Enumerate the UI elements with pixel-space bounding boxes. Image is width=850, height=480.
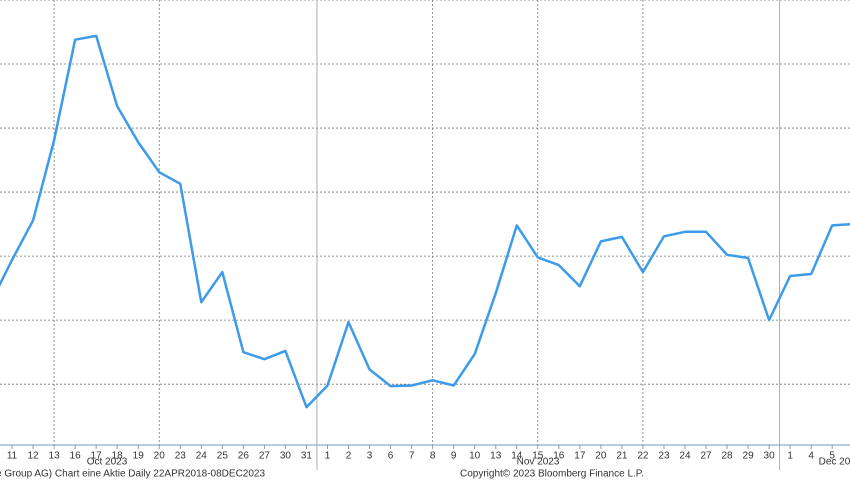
x-tick-label: 31 [301, 451, 313, 462]
x-tick-label: 23 [658, 451, 670, 462]
x-tick-label: 14 [511, 451, 523, 462]
x-tick-label: 11 [7, 451, 18, 462]
footer-left: e Group AG) Chart eine Aktie Daily 22APR… [0, 469, 265, 480]
x-tick-label: 5 [829, 451, 835, 462]
month-label: Oct 2023 [87, 457, 128, 468]
x-tick-label: 30 [280, 451, 292, 462]
x-tick-label: 26 [238, 451, 250, 462]
month-label: Dec 2023 [819, 457, 850, 468]
x-tick-label: 4 [808, 451, 814, 462]
x-tick-label: 9 [451, 451, 457, 462]
x-tick-label: 28 [721, 451, 733, 462]
x-tick-label: 20 [595, 451, 607, 462]
x-tick-label: 29 [743, 451, 755, 462]
x-tick-label: 30 [764, 451, 776, 462]
line-series [0, 34, 850, 409]
month-label: Nov 2023 [517, 457, 560, 468]
x-tick-label: 25 [217, 451, 229, 462]
x-tick-label: 19 [133, 451, 145, 462]
x-tick-label: 13 [490, 451, 502, 462]
x-tick-label: 3 [367, 451, 373, 462]
x-tick-label: 23 [175, 451, 187, 462]
x-tick-label: 10 [469, 451, 481, 462]
x-tick-label: 20 [154, 451, 166, 462]
x-tick-label: 17 [574, 451, 586, 462]
x-tick-label: 12 [27, 451, 39, 462]
x-tick-label: 1 [787, 451, 793, 462]
x-tick-label: 7 [409, 451, 415, 462]
x-tick-label: 21 [616, 451, 628, 462]
x-tick-label: 2 [346, 451, 352, 462]
x-tick-label: 24 [196, 451, 208, 462]
x-tick-label: 6 [388, 451, 394, 462]
x-tick-label: 16 [70, 451, 82, 462]
x-tick-label: 16 [553, 451, 565, 462]
footer-right: Copyright© 2023 Bloomberg Finance L.P. [460, 469, 644, 480]
x-tick-label: 27 [259, 451, 271, 462]
x-tick-label: 13 [49, 451, 61, 462]
x-tick-label: 24 [679, 451, 691, 462]
x-tick-label: 1 [325, 451, 331, 462]
x-tick-label: 15 [532, 451, 544, 462]
x-tick-label: 17 [91, 451, 103, 462]
x-tick-label: 22 [637, 451, 649, 462]
x-tick-label: 27 [700, 451, 712, 462]
x-tick-label: 8 [430, 451, 436, 462]
x-tick-label: 18 [112, 451, 124, 462]
